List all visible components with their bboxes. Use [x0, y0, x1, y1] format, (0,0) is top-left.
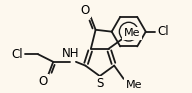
Text: O: O	[81, 4, 90, 17]
Text: NH: NH	[61, 47, 79, 60]
Text: S: S	[96, 77, 103, 90]
Text: Me: Me	[126, 80, 142, 90]
Text: O: O	[38, 75, 48, 88]
Text: Cl: Cl	[157, 25, 169, 38]
Text: Cl: Cl	[11, 48, 23, 61]
Text: Me: Me	[124, 28, 140, 38]
